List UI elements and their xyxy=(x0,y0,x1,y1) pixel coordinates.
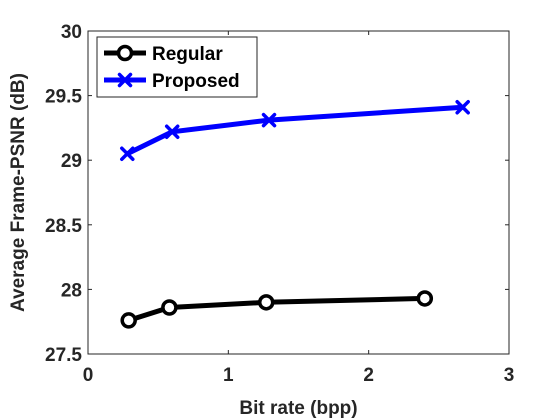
series-line-proposed xyxy=(126,104,463,156)
x-tick-label: 0 xyxy=(83,365,94,386)
data-point-regular xyxy=(120,312,137,329)
data-point-proposed xyxy=(455,99,470,115)
y-tick-label: 28.5 xyxy=(45,216,82,237)
data-point-regular xyxy=(257,294,275,311)
x-tick-label: 3 xyxy=(504,365,515,386)
legend-label-proposed: Proposed xyxy=(152,71,240,92)
legend-label-regular: Regular xyxy=(152,44,223,65)
legend-marker-proposed xyxy=(117,72,133,88)
y-tick-label: 30 xyxy=(61,22,82,43)
legend-marker-regular xyxy=(116,44,134,62)
axis-ticks: 0 1 2 3 27.5 28 28.5 29 29.5 30 xyxy=(45,22,514,386)
x-axis-title: Bit rate (bpp) xyxy=(239,398,357,419)
data-point-proposed xyxy=(164,124,180,140)
y-tick-label: 29 xyxy=(61,151,82,172)
series-layer xyxy=(120,99,470,329)
data-point-regular xyxy=(416,290,434,307)
y-tick-label: 28 xyxy=(61,280,82,301)
x-tick-label: 2 xyxy=(363,365,374,386)
data-point-regular xyxy=(161,299,178,316)
y-tick-label: 27.5 xyxy=(45,345,82,366)
data-point-proposed xyxy=(120,146,135,161)
series-line-regular xyxy=(127,295,425,323)
x-tick-label: 1 xyxy=(223,365,234,386)
plot-frame xyxy=(87,30,510,355)
y-axis-title: Average Frame-PSNR (dB) xyxy=(8,73,29,312)
y-tick-label: 29.5 xyxy=(45,87,82,108)
legend: Regular Proposed xyxy=(96,36,258,98)
data-point-proposed xyxy=(261,112,277,128)
